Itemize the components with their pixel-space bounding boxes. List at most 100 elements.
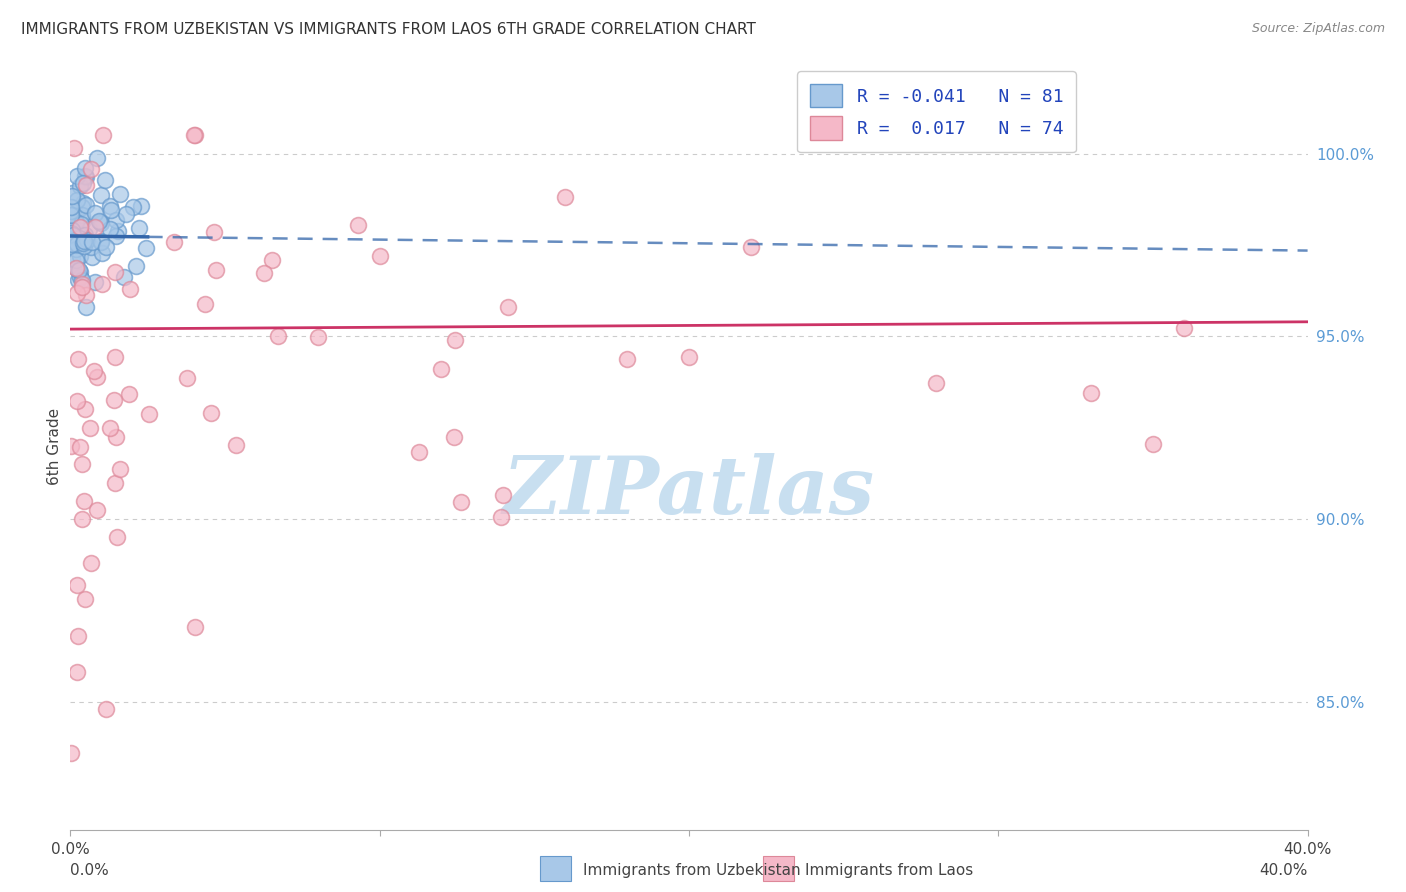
Point <box>202 225 225 239</box>
Point <box>72 195 94 210</box>
Point <box>492 488 515 502</box>
Point <box>70 208 93 222</box>
Point <box>67 262 90 277</box>
Y-axis label: 6th Grade: 6th Grade <box>46 408 62 484</box>
Point <box>94 702 117 716</box>
Text: 40.0%: 40.0% <box>1260 863 1308 878</box>
Point <box>75 178 97 192</box>
Point <box>129 199 152 213</box>
Point <box>59 208 82 222</box>
Point <box>678 350 700 364</box>
Point <box>90 245 112 260</box>
Point <box>79 421 101 435</box>
Point <box>103 475 125 490</box>
Point <box>100 202 122 217</box>
Point <box>225 438 247 452</box>
Point <box>267 329 290 343</box>
Point <box>65 665 87 680</box>
Point <box>430 362 453 376</box>
Text: Immigrants from Uzbekistan: Immigrants from Uzbekistan <box>582 863 800 878</box>
Point <box>498 300 520 314</box>
Point <box>62 228 84 243</box>
Point <box>60 439 83 453</box>
Point <box>86 502 108 516</box>
Point <box>60 237 83 252</box>
Point <box>125 260 148 274</box>
Point <box>128 220 150 235</box>
Point <box>104 350 127 364</box>
Point <box>408 444 430 458</box>
Point <box>67 272 90 286</box>
Point <box>75 592 97 607</box>
Point <box>107 224 129 238</box>
Point <box>104 430 127 444</box>
Point <box>253 266 276 280</box>
Point <box>90 216 112 230</box>
Point <box>70 200 93 214</box>
Point <box>80 250 103 264</box>
Text: Source: ZipAtlas.com: Source: ZipAtlas.com <box>1251 22 1385 36</box>
Point <box>59 746 82 760</box>
Point <box>60 200 83 214</box>
Point <box>69 219 91 234</box>
Point <box>135 241 157 255</box>
Point <box>1080 386 1102 401</box>
Point <box>59 227 82 241</box>
Point <box>66 578 89 592</box>
Point <box>70 273 93 287</box>
Point <box>73 239 96 253</box>
Point <box>347 219 370 233</box>
Point <box>67 230 90 244</box>
Point <box>84 276 107 290</box>
Point <box>66 262 89 277</box>
Point <box>204 263 226 277</box>
Point <box>80 235 103 250</box>
Point <box>59 235 82 249</box>
Point <box>121 200 143 214</box>
Point <box>84 219 107 234</box>
Point <box>60 252 83 266</box>
Point <box>200 406 222 420</box>
Point <box>86 370 108 384</box>
Point <box>69 178 91 193</box>
Point <box>72 212 94 227</box>
Point <box>104 228 127 243</box>
Point <box>118 282 141 296</box>
Point <box>66 629 89 643</box>
Point <box>98 421 121 435</box>
Point <box>73 161 96 176</box>
Point <box>62 234 84 248</box>
Point <box>115 207 138 221</box>
Point <box>59 203 82 218</box>
Point <box>104 264 127 278</box>
Point <box>740 239 762 253</box>
Point <box>70 457 93 471</box>
Point <box>616 351 638 366</box>
Point <box>194 296 217 310</box>
Point <box>105 530 128 544</box>
Point <box>75 227 97 242</box>
Point <box>925 376 948 391</box>
Point <box>63 140 86 154</box>
Point <box>489 509 512 524</box>
Point <box>1142 437 1164 451</box>
Point <box>183 128 205 143</box>
Point <box>444 333 467 347</box>
Point <box>72 228 94 243</box>
Point <box>72 235 94 249</box>
Point <box>73 169 96 183</box>
Point <box>73 493 96 508</box>
Point <box>368 248 391 262</box>
Point <box>69 440 91 454</box>
Point <box>80 162 103 177</box>
Point <box>89 214 111 228</box>
Point <box>72 236 94 251</box>
Point <box>69 249 91 263</box>
Point <box>307 330 329 344</box>
Point <box>262 252 284 267</box>
Point <box>75 402 97 417</box>
Point <box>80 556 103 570</box>
Point <box>75 169 97 184</box>
Point <box>110 187 132 202</box>
Text: Immigrants from Laos: Immigrants from Laos <box>806 863 973 878</box>
